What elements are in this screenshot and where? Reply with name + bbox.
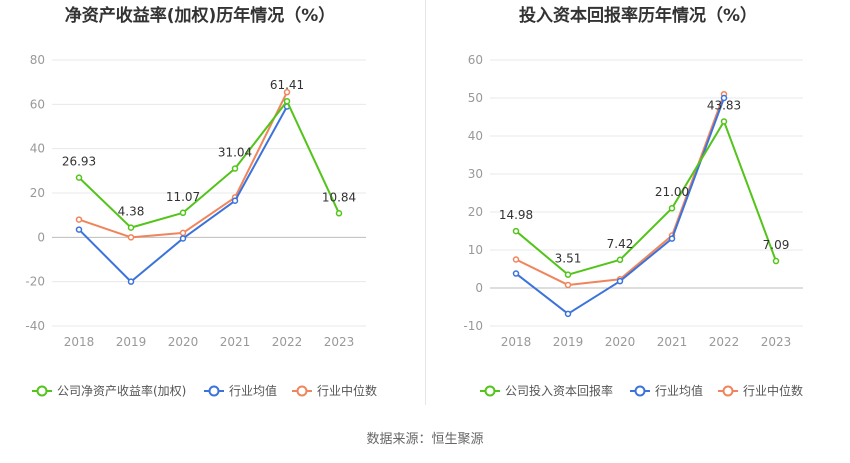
legend-label: 公司投入资本回报率 xyxy=(505,383,613,398)
data-point-average xyxy=(720,94,728,102)
data-label: 11.07 xyxy=(166,190,200,204)
data-point-company xyxy=(231,165,239,172)
legend-item-median[interactable]: 行业中位数 xyxy=(718,383,803,398)
data-point-median xyxy=(179,229,187,237)
data-label: 7.42 xyxy=(607,237,634,251)
data-label: 7.09 xyxy=(763,238,790,252)
y-tick-label: -20 xyxy=(25,275,45,289)
data-point-company xyxy=(564,271,572,278)
data-point-average xyxy=(231,197,239,205)
legend-item-company[interactable]: 公司净资产收益率(加权) xyxy=(32,383,186,398)
data-source-note: 数据来源：恒生聚源 xyxy=(366,432,484,447)
y-tick-label: 80 xyxy=(30,53,45,67)
x-tick-label: 2022 xyxy=(272,335,303,349)
data-point-company xyxy=(512,227,520,235)
y-tick-label: 0 xyxy=(37,230,45,244)
legend-label: 行业中位数 xyxy=(743,383,803,398)
legend-swatch-marker xyxy=(36,385,48,397)
data-point-average xyxy=(179,235,187,242)
y-tick-label: -10 xyxy=(463,319,483,333)
data-label: 26.93 xyxy=(62,155,96,169)
x-tick-label: 2022 xyxy=(709,335,740,349)
data-point-average xyxy=(75,226,83,233)
data-label: 3.51 xyxy=(555,252,582,266)
legend-item-average[interactable]: 行业均值 xyxy=(204,383,277,398)
y-tick-label: 60 xyxy=(30,97,45,111)
data-point-average xyxy=(512,270,520,277)
legend-item-median[interactable]: 行业中位数 xyxy=(292,383,377,398)
y-tick-label: -40 xyxy=(25,319,45,333)
data-point-company xyxy=(720,118,728,125)
legend-swatch-marker xyxy=(296,385,308,397)
legend-label: 行业均值 xyxy=(229,383,277,398)
x-tick-label: 2023 xyxy=(324,335,355,349)
x-tick-label: 2021 xyxy=(657,335,688,349)
data-point-company xyxy=(772,257,780,265)
y-tick-label: 20 xyxy=(30,186,45,200)
data-label: 4.38 xyxy=(118,205,145,219)
legend-swatch-marker xyxy=(634,385,646,397)
data-label: 43.83 xyxy=(707,98,741,112)
legend-swatch-marker xyxy=(484,385,496,397)
y-tick-label: 60 xyxy=(468,53,483,67)
data-label: 61.41 xyxy=(270,78,304,92)
legend-label: 行业均值 xyxy=(655,383,703,398)
data-point-average xyxy=(668,235,676,242)
chart-title: 投入资本回报率历年情况（%） xyxy=(519,5,757,26)
data-point-average xyxy=(127,278,135,285)
x-tick-label: 2018 xyxy=(501,335,532,349)
data-point-company xyxy=(335,210,343,217)
x-tick-label: 2020 xyxy=(168,335,199,349)
y-tick-label: 10 xyxy=(468,243,483,257)
data-label: 21.00 xyxy=(655,185,689,199)
x-tick-label: 2020 xyxy=(605,335,636,349)
x-tick-label: 2019 xyxy=(553,335,584,349)
data-point-median xyxy=(512,256,520,263)
data-label: 10.84 xyxy=(322,190,356,204)
legend-label: 公司净资产收益率(加权) xyxy=(57,383,186,398)
legend-item-company[interactable]: 公司投入资本回报率 xyxy=(480,383,613,398)
data-point-median xyxy=(127,234,135,241)
legend-swatch-marker xyxy=(722,385,734,397)
data-point-company xyxy=(616,256,624,264)
data-point-company xyxy=(283,97,291,105)
data-point-company xyxy=(127,224,135,231)
y-tick-label: 40 xyxy=(468,129,483,143)
data-label: 14.98 xyxy=(499,208,533,222)
series-line-company xyxy=(515,120,777,276)
y-tick-label: 20 xyxy=(468,205,483,219)
data-point-median xyxy=(564,281,572,289)
chart-title: 净资产收益率(加权)历年情况（%） xyxy=(65,5,336,26)
data-point-median xyxy=(283,88,291,96)
y-tick-label: 40 xyxy=(30,142,45,156)
data-point-company xyxy=(179,209,187,217)
x-tick-label: 2023 xyxy=(761,335,792,349)
legend-label: 行业中位数 xyxy=(317,383,377,398)
data-point-median xyxy=(75,216,83,223)
data-label: 31.04 xyxy=(218,146,252,160)
series-line-company xyxy=(78,100,340,229)
data-point-company xyxy=(668,204,676,212)
x-tick-label: 2021 xyxy=(220,335,251,349)
legend-swatch-marker xyxy=(208,385,220,397)
x-tick-label: 2018 xyxy=(64,335,95,349)
legend-item-average[interactable]: 行业均值 xyxy=(630,383,703,398)
x-tick-label: 2019 xyxy=(116,335,147,349)
data-point-company xyxy=(75,174,83,181)
y-tick-label: 0 xyxy=(475,281,483,295)
y-tick-label: 30 xyxy=(468,167,483,181)
data-point-average xyxy=(564,310,572,318)
data-point-average xyxy=(616,277,624,285)
y-tick-label: 50 xyxy=(468,91,483,105)
